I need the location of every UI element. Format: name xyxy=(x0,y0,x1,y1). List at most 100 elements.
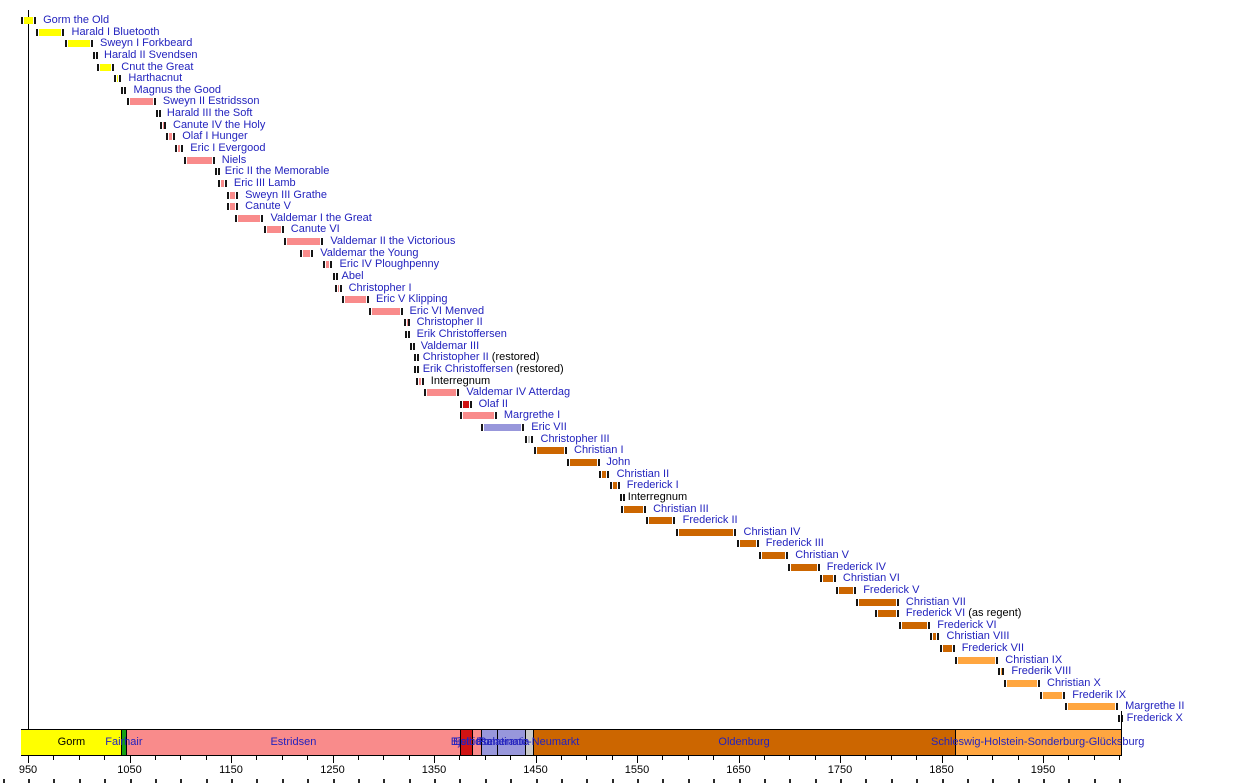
monarch-label[interactable]: Harald I Bluetooth xyxy=(71,25,160,38)
monarch-label[interactable]: Christian X xyxy=(1047,676,1101,689)
reign-bar[interactable] xyxy=(1118,714,1124,722)
monarch-label[interactable]: Harald II Svendsen xyxy=(104,48,198,61)
reign-bar[interactable] xyxy=(874,610,899,618)
reign-bar[interactable] xyxy=(323,261,333,269)
monarch-label[interactable]: Valdemar I the Great xyxy=(270,211,372,224)
reign-bar[interactable] xyxy=(413,365,419,373)
monarch-label[interactable]: Frederick III xyxy=(765,537,824,550)
reign-bar[interactable] xyxy=(835,586,857,594)
monarch-label[interactable]: Erik Christoffersen (restored) xyxy=(422,362,564,375)
reign-bar[interactable] xyxy=(856,598,899,606)
reign-bar[interactable] xyxy=(114,75,122,83)
reign-bar[interactable] xyxy=(567,458,600,466)
monarch-label[interactable]: Christian VI xyxy=(842,572,900,585)
monarch-label[interactable]: Frederick II xyxy=(682,514,738,527)
monarch-label[interactable]: Frederick IV xyxy=(826,560,886,573)
reign-bar[interactable] xyxy=(409,342,415,350)
reign-bar[interactable] xyxy=(413,354,419,362)
monarch-label[interactable]: Christian IX xyxy=(1005,653,1063,666)
monarch-label[interactable]: Valdemar the Young xyxy=(320,246,419,259)
monarch-label[interactable]: Christopher III xyxy=(540,432,610,445)
reign-bar[interactable] xyxy=(460,412,497,420)
reign-bar[interactable] xyxy=(93,51,98,59)
monarch-label[interactable]: Eric I Evergood xyxy=(190,141,266,154)
monarch-label[interactable]: Olaf I Hunger xyxy=(182,130,248,143)
monarch-label[interactable]: Margrethe I xyxy=(503,409,561,422)
reign-bar[interactable] xyxy=(736,540,759,548)
reign-bar[interactable] xyxy=(525,435,534,443)
reign-bar[interactable] xyxy=(404,331,410,338)
reign-bar[interactable] xyxy=(226,203,239,211)
reign-bar[interactable] xyxy=(184,156,215,164)
reign-bar[interactable] xyxy=(341,296,369,304)
reign-bar[interactable] xyxy=(36,28,65,36)
reign-bar[interactable] xyxy=(788,563,820,571)
monarch-label[interactable]: Frederick VII xyxy=(961,642,1025,654)
reign-bar[interactable] xyxy=(332,272,338,280)
reign-bar[interactable] xyxy=(126,98,156,106)
monarch-label[interactable]: Abel xyxy=(341,269,364,282)
monarch-label[interactable]: Eric IV Ploughpenny xyxy=(339,258,440,271)
monarch-label[interactable]: John xyxy=(606,455,631,468)
monarch-label[interactable]: Frederick VI (as regent) xyxy=(905,607,1022,620)
monarch-label[interactable]: Niels xyxy=(221,153,247,166)
reign-bar[interactable] xyxy=(159,121,166,129)
reign-bar[interactable] xyxy=(97,63,115,71)
dynasty-label[interactable]: Estridsen xyxy=(270,736,317,748)
reign-bar[interactable] xyxy=(64,40,93,48)
monarch-label[interactable]: Magnus the Good xyxy=(133,83,221,96)
dynasty-label[interactable]: Estridsen xyxy=(453,736,500,748)
monarch-label[interactable]: Eric V Klipping xyxy=(376,293,448,306)
monarch-label[interactable]: Harthacnut xyxy=(128,72,183,85)
reign-bar[interactable] xyxy=(939,645,955,652)
reign-bar[interactable] xyxy=(235,214,264,222)
monarch-label[interactable]: Valdemar II the Victorious xyxy=(330,235,456,247)
reign-bar[interactable] xyxy=(121,86,127,94)
reign-bar[interactable] xyxy=(930,633,940,641)
reign-bar[interactable] xyxy=(609,482,620,490)
monarch-label[interactable]: Christopher II (restored) xyxy=(422,351,540,364)
monarch-label[interactable]: Christopher I xyxy=(348,281,412,294)
monarch-label[interactable]: Frederick X xyxy=(1126,711,1183,724)
reign-bar[interactable] xyxy=(263,226,284,234)
monarch-label[interactable]: Valdemar III xyxy=(420,339,480,352)
reign-bar[interactable] xyxy=(423,389,460,397)
monarch-label[interactable]: Christian V xyxy=(795,549,849,561)
monarch-label[interactable]: Valdemar IV Atterdag xyxy=(466,386,571,399)
reign-bar[interactable] xyxy=(21,17,37,24)
reign-bar[interactable] xyxy=(954,656,999,664)
reign-bar[interactable] xyxy=(460,400,472,408)
monarch-label[interactable]: Eric VII xyxy=(531,421,567,434)
reign-bar[interactable] xyxy=(675,528,737,536)
monarch-label[interactable]: Canute VI xyxy=(290,223,340,236)
reign-bar[interactable] xyxy=(599,470,610,478)
reign-bar[interactable] xyxy=(283,238,324,245)
reign-bar[interactable] xyxy=(646,517,676,525)
reign-bar[interactable] xyxy=(480,424,525,432)
reign-bar[interactable] xyxy=(214,168,220,176)
monarch-label[interactable]: Christian VII xyxy=(905,595,966,608)
monarch-label[interactable]: Gorm the Old xyxy=(43,14,110,26)
monarch-label[interactable]: Eric VI Menved xyxy=(409,304,485,317)
dynasty-label[interactable]: Fairhair xyxy=(105,736,143,748)
monarch-label[interactable]: Eric III Lamb xyxy=(233,176,296,189)
reign-bar[interactable] xyxy=(217,179,227,187)
monarch-label[interactable]: Frederick V xyxy=(863,583,920,596)
reign-bar[interactable] xyxy=(1040,691,1066,699)
monarch-label[interactable]: Canute V xyxy=(245,200,291,213)
reign-bar[interactable] xyxy=(620,505,647,513)
dynasty-label[interactable]: Palatinate-Neumarkt xyxy=(479,736,580,748)
monarch-label[interactable]: Sweyn II Estridsson xyxy=(162,95,260,108)
monarch-label[interactable]: Erik Christoffersen xyxy=(416,328,507,340)
monarch-label[interactable]: Sweyn I Forkbeard xyxy=(100,37,193,50)
reign-bar[interactable] xyxy=(226,191,239,199)
monarch-label[interactable]: Olaf II xyxy=(478,397,508,410)
reign-bar[interactable] xyxy=(998,668,1005,676)
reign-bar[interactable] xyxy=(758,552,789,559)
reign-bar[interactable] xyxy=(403,319,410,327)
reign-bar[interactable] xyxy=(166,133,176,141)
monarch-label[interactable]: Canute IV the Holy xyxy=(173,118,266,131)
monarch-label[interactable]: Sweyn III Grathe xyxy=(245,188,328,201)
monarch-label[interactable]: Christian II xyxy=(616,467,670,480)
reign-bar[interactable] xyxy=(898,621,931,629)
